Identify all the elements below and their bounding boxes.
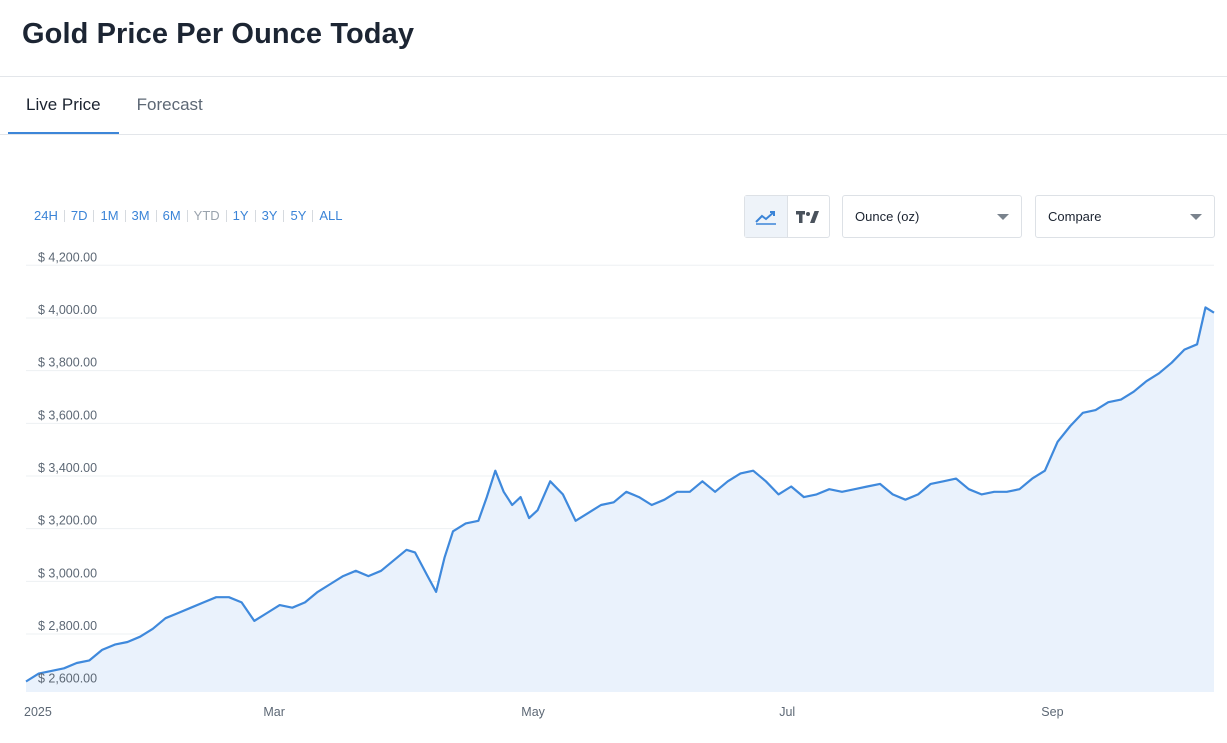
tradingview-button[interactable]	[788, 196, 830, 237]
y-tick-label: $ 3,400.00	[38, 461, 97, 475]
tab-bar: Live Price Forecast	[8, 77, 221, 134]
range-ytd: YTD	[193, 208, 220, 223]
range-7d[interactable]: 7D	[70, 208, 88, 223]
chart-type-toggle	[744, 195, 830, 238]
compare-select[interactable]: Compare	[1035, 195, 1215, 238]
price-chart: $ 2,600.00 $ 2,800.00 $ 3,000.00 $ 3,200.00…	[24, 250, 1215, 719]
tab-live-price[interactable]: Live Price	[8, 77, 119, 134]
y-tick-label: $ 2,800.00	[38, 619, 97, 633]
y-tick-label: $ 2,600.00	[38, 672, 97, 686]
chevron-down-icon	[1190, 214, 1202, 220]
y-tick-label: $ 3,200.00	[38, 514, 97, 528]
y-tick-label: $ 4,000.00	[38, 303, 97, 317]
range-divider	[254, 209, 256, 222]
y-tick-label: $ 3,000.00	[38, 566, 97, 580]
range-divider	[63, 209, 65, 222]
range-divider	[225, 209, 227, 222]
x-tick-label: Jul	[779, 705, 795, 719]
line-chart-icon	[755, 210, 776, 225]
range-divider	[186, 209, 188, 222]
range-6m[interactable]: 6M	[162, 208, 181, 223]
y-tick-label: $ 4,200.00	[38, 250, 97, 264]
x-tick-label: 2025	[24, 705, 52, 719]
tabs-divider	[0, 134, 1227, 135]
range-1y[interactable]: 1Y	[232, 208, 249, 223]
y-tick-label: $ 3,600.00	[38, 408, 97, 422]
x-tick-label: Mar	[263, 705, 285, 719]
line-chart-button[interactable]	[745, 196, 788, 237]
chevron-down-icon	[997, 214, 1009, 220]
range-divider	[155, 209, 157, 222]
unit-select[interactable]: Ounce (oz)	[842, 195, 1022, 238]
range-3m[interactable]: 3M	[131, 208, 150, 223]
range-selector: 24H 7D 1M 3M 6M YTD 1Y 3Y 5Y ALL	[28, 208, 349, 223]
y-axis-labels: $ 2,600.00 $ 2,800.00 $ 3,000.00 $ 3,200.00…	[38, 250, 97, 685]
x-tick-label: Sep	[1041, 705, 1063, 719]
range-divider	[312, 209, 314, 222]
range-divider	[283, 209, 285, 222]
title-divider	[0, 76, 1227, 77]
range-3y[interactable]: 3Y	[261, 208, 278, 223]
range-24h[interactable]: 24H	[34, 208, 58, 223]
range-5y[interactable]: 5Y	[290, 208, 307, 223]
range-divider	[93, 209, 95, 222]
y-tick-label: $ 3,800.00	[38, 356, 97, 370]
page-title: Gold Price Per Ounce Today	[22, 18, 415, 50]
unit-select-value: Ounce (oz)	[855, 209, 920, 224]
tab-forecast[interactable]: Forecast	[136, 95, 203, 114]
compare-select-value: Compare	[1048, 209, 1102, 224]
tradingview-icon	[796, 210, 820, 223]
range-1m[interactable]: 1M	[100, 208, 119, 223]
price-area	[26, 307, 1214, 692]
x-tick-label: May	[521, 705, 545, 719]
range-all[interactable]: ALL	[319, 208, 343, 223]
x-axis-labels: 2025 Mar May Jul Sep	[24, 705, 1064, 719]
range-divider	[124, 209, 126, 222]
price-line	[25, 306, 1215, 683]
